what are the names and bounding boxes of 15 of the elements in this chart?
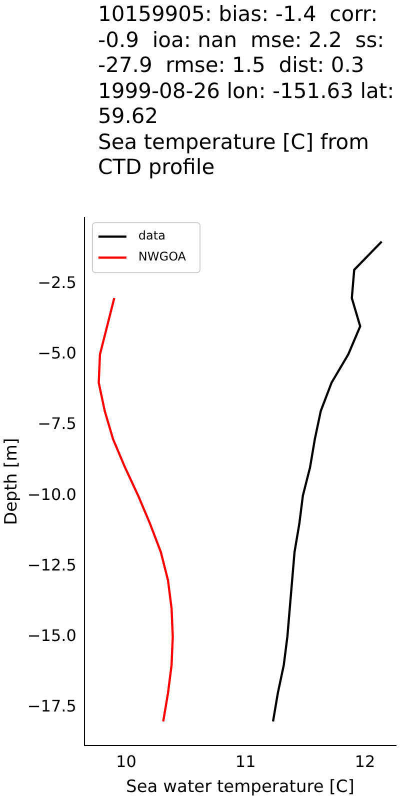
- x-axis-title: Sea water temperature [C]: [126, 777, 354, 798]
- y-tick-label: −17.5: [27, 696, 76, 716]
- y-tick-label: −10.0: [27, 484, 76, 504]
- y-tick-label: −12.5: [27, 555, 76, 574]
- chart-title: 10159905: bias: -1.4 corr: -0.9 ioa: nan mse: 2.2 ss: -27.9 rmse: 1.5 dist: 0.3 1999-08-26 lon: -151.63 lat: 59.62 Sea temperature [C] from CTD profile: [98, 2, 396, 180]
- y-tick-label: −7.5: [38, 414, 76, 434]
- y-tick-label: −2.5: [38, 273, 76, 292]
- legend-label: NWGOA: [138, 250, 187, 264]
- y-axis-title: Depth [m]: [2, 438, 22, 526]
- legend-label: data: [138, 228, 166, 243]
- y-tick-label: −5.0: [38, 344, 76, 363]
- x-tick-label: 12: [354, 752, 376, 772]
- x-tick-label: 10: [116, 752, 136, 772]
- y-tick-label: −15.0: [27, 626, 76, 645]
- x-tick-label: 11: [235, 752, 256, 772]
